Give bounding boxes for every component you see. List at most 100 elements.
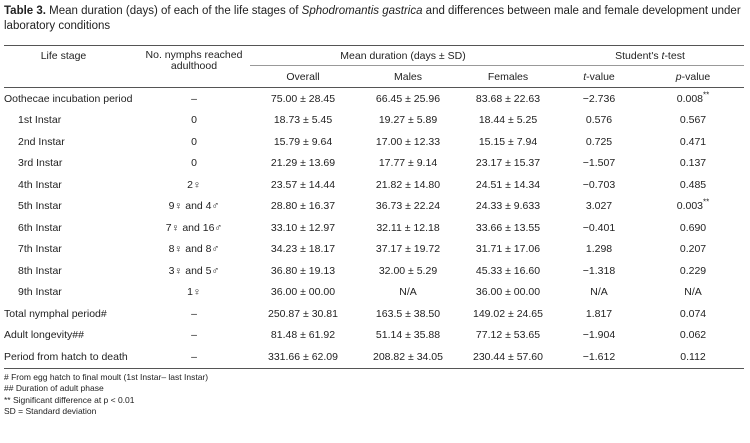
cell-t-value: N/A [590, 286, 608, 299]
cell-overall: 34.23 ± 18.17 [270, 243, 336, 256]
cell-nymphs: 0 [191, 135, 197, 148]
header-overall: Overall [250, 65, 356, 88]
table-caption: Table 3. Mean duration (days) of each of… [4, 4, 744, 34]
header-mean-duration: Mean duration (days ± SD) [250, 45, 556, 66]
header-t-value: t-value [556, 65, 642, 88]
table-body: Oothecae incubation period – 75.00 ± 28.… [4, 88, 744, 369]
table-row: 1st Instar 0 18.73 ± 5.45 19.27 ± 5.89 1… [4, 110, 744, 132]
cell-p-value: 0.008** [676, 90, 710, 105]
table-row: 2nd Instar 0 15.79 ± 9.64 17.00 ± 12.33 … [4, 131, 744, 153]
cell-nymphs: – [191, 92, 197, 105]
cell-stage: Adult longevity## [4, 329, 84, 342]
header-males: Males [356, 65, 460, 88]
cell-overall: 28.80 ± 16.37 [270, 200, 336, 213]
cell-nymphs: 0 [191, 114, 197, 127]
cell-nymphs: 8♀ and 8♂ [168, 243, 220, 256]
cell-overall: 33.10 ± 12.97 [270, 221, 336, 234]
cell-nymphs: – [138, 346, 250, 369]
cell-females: 230.44 ± 57.60 [460, 346, 556, 369]
cell-overall: 81.48 ± 61.92 [270, 329, 336, 342]
cell-t-value: 0.725 [585, 135, 613, 148]
cell-p-value: 0.690 [679, 221, 707, 234]
cell-males: N/A [399, 286, 417, 299]
cell-p-value: 0.207 [679, 243, 707, 256]
cell-stage: 6th Instar [18, 221, 62, 234]
table-label: Table 3. [4, 5, 46, 17]
cell-overall: 331.66 ± 62.09 [250, 346, 356, 369]
cell-p-value: 0.137 [679, 157, 707, 170]
cell-t-value: 1.817 [585, 307, 613, 320]
cell-males: 163.5 ± 38.50 [375, 307, 441, 320]
cell-stage: 3rd Instar [18, 157, 63, 170]
cell-stage: 1st Instar [18, 114, 62, 127]
caption-species: Sphodromantis gastrica [301, 5, 423, 17]
cell-overall: 18.73 ± 5.45 [273, 114, 333, 127]
cell-nymphs: – [191, 307, 197, 320]
header-p-value: p-value [642, 65, 744, 88]
cell-females: 83.68 ± 22.63 [475, 92, 541, 105]
life-stage-table: Life stage No. nymphs reached adulthood … [4, 45, 744, 369]
cell-males: 17.00 ± 12.33 [375, 135, 441, 148]
cell-t-value: −0.703 [582, 178, 616, 191]
cell-males: 19.27 ± 5.89 [378, 114, 438, 127]
cell-overall: 36.80 ± 19.13 [270, 264, 336, 277]
cell-t-value: −1.507 [582, 157, 616, 170]
cell-nymphs: 2♀ [187, 178, 201, 191]
footnote: ## Duration of adult phase [4, 383, 104, 393]
header-nymphs: No. nymphs reached adulthood [138, 45, 250, 88]
header-females: Females [460, 65, 556, 88]
cell-overall: 250.87 ± 30.81 [268, 307, 338, 320]
cell-t-value: −1.318 [582, 264, 616, 277]
cell-p-value: 0.074 [679, 307, 707, 320]
cell-stage: 4th Instar [18, 178, 62, 191]
cell-stage: 7th Instar [18, 243, 62, 256]
cell-t-value: −2.736 [582, 92, 616, 105]
cell-p-value: N/A [684, 286, 702, 299]
cell-females: 33.66 ± 13.55 [475, 221, 541, 234]
table-row: 5th Instar 9♀ and 4♂ 28.80 ± 16.37 36.73… [4, 196, 744, 218]
cell-p-value: 0.229 [679, 264, 707, 277]
cell-males: 66.45 ± 25.96 [375, 92, 441, 105]
cell-nymphs: 7♀ and 16♂ [165, 221, 223, 234]
caption-text-before: Mean duration (days) of each of the life… [45, 5, 302, 17]
cell-males: 51.14 ± 35.88 [375, 329, 441, 342]
cell-males: 36.73 ± 22.24 [375, 200, 441, 213]
cell-overall: 23.57 ± 14.44 [270, 178, 336, 191]
header-life-stage: Life stage [4, 45, 138, 88]
cell-females: 23.17 ± 15.37 [475, 157, 541, 170]
cell-t-value: −0.401 [582, 221, 616, 234]
cell-overall: 15.79 ± 9.64 [273, 135, 333, 148]
cell-t-value: −1.904 [582, 329, 616, 342]
cell-females: 77.12 ± 53.65 [475, 329, 541, 342]
cell-t-value: 0.576 [585, 114, 613, 127]
cell-males: 37.17 ± 19.72 [375, 243, 441, 256]
cell-overall: 36.00 ± 00.00 [270, 286, 336, 299]
footnote: SD = Standard deviation [4, 406, 97, 416]
cell-overall: 75.00 ± 28.45 [270, 92, 336, 105]
footnote: ** Significant difference at p < 0.01 [4, 394, 135, 405]
cell-p-value: 0.112 [642, 346, 744, 369]
table-footnotes: # From egg hatch to final moult (1st Ins… [4, 372, 744, 418]
cell-females: 18.44 ± 5.25 [478, 114, 538, 127]
cell-stage: Total nymphal period# [4, 307, 107, 320]
cell-females: 15.15 ± 7.94 [478, 135, 538, 148]
cell-stage: 5th Instar [18, 200, 62, 213]
cell-females: 24.51 ± 14.34 [475, 178, 541, 191]
cell-t-value: 1.298 [585, 243, 613, 256]
cell-males: 21.82 ± 14.80 [375, 178, 441, 191]
table-row: 4th Instar 2♀ 23.57 ± 14.44 21.82 ± 14.8… [4, 174, 744, 196]
table-row: Oothecae incubation period – 75.00 ± 28.… [4, 88, 744, 110]
cell-males: 208.82 ± 34.05 [356, 346, 460, 369]
cell-nymphs: 3♀ and 5♂ [168, 264, 220, 277]
table-row: 8th Instar 3♀ and 5♂ 36.80 ± 19.13 32.00… [4, 260, 744, 282]
cell-females: 36.00 ± 00.00 [475, 286, 541, 299]
cell-stage: 8th Instar [18, 264, 62, 277]
table-row: 7th Instar 8♀ and 8♂ 34.23 ± 18.17 37.17… [4, 239, 744, 261]
cell-nymphs: 9♀ and 4♂ [168, 200, 220, 213]
footnote: # From egg hatch to final moult (1st Ins… [4, 371, 209, 382]
cell-males: 32.11 ± 12.18 [376, 221, 440, 234]
cell-p-value: 0.485 [679, 178, 707, 191]
caption-text-after: and differences between male and female … [4, 5, 741, 32]
cell-p-value: 0.003** [676, 197, 710, 213]
